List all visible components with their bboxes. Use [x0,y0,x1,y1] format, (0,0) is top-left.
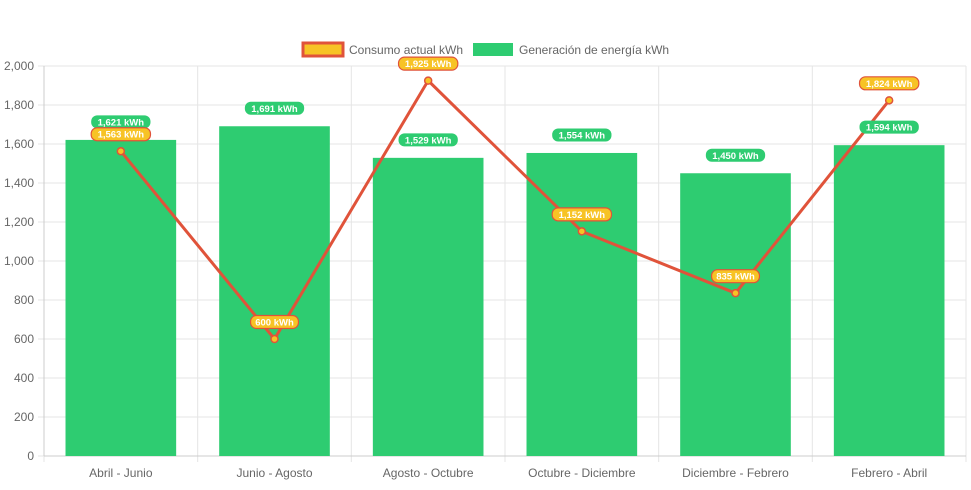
bar-generacion[interactable] [833,145,945,457]
data-label-consumo: 1,824 kWh [866,79,913,90]
y-tick-label: 400 [14,371,34,385]
x-tick-label: Diciembre - Febrero [682,466,789,480]
y-tick-label: 1,200 [4,215,34,229]
data-label-generacion: 1,691 kWh [251,104,298,115]
data-label-generacion-bg [859,120,919,134]
x-tick-label: Octubre - Diciembre [528,466,636,480]
line-consumo[interactable] [119,79,891,341]
x-tick-label: Junio - Agosto [236,466,312,480]
y-axis: 0 200 400 600 800 1,000 1,200 1,400 1,600 1,800 2,… [4,59,34,463]
point-consumo[interactable] [884,96,894,105]
bar-generacion[interactable] [526,152,638,456]
data-labels: 1,621 kWh 1,691 kWh 1,529 kWh 1,554 kWh 1,45… [90,56,920,330]
data-label-generacion: 1,621 kWh [98,117,145,128]
data-label-consumo-bg [397,56,459,71]
data-label-consumo-bg [858,76,920,91]
data-label-consumo-bg [710,269,761,284]
data-label-generacion: 1,450 kWh [712,151,759,162]
point-consumo[interactable] [577,227,587,236]
point-consumo[interactable] [116,146,126,156]
data-label-generacion: 1,594 kWh [866,123,913,134]
bar-generacion[interactable] [219,126,330,456]
data-label-consumo: 1,925 kWh [405,59,452,70]
y-tick-label: 2,000 [4,59,34,73]
x-tick-label: Febrero - Abril [851,466,927,480]
data-label-generacion-bg [552,128,612,142]
point-consumo[interactable] [731,288,740,298]
y-tick-label: 1,400 [4,176,34,190]
data-label-generacion-bg [91,115,151,129]
y-tick-label: 1,800 [4,98,34,112]
data-label-consumo-bg [90,127,152,142]
y-tick-label: 1,000 [4,254,34,268]
data-label-consumo-bg [249,314,300,330]
bar-series [65,126,945,457]
data-label-generacion-bg [244,101,305,115]
y-tick-label: 200 [14,410,34,424]
legend-label-generacion[interactable]: Generación de energía kWh [519,43,669,57]
legend: Consumo actual kWh Generación de energía… [301,41,669,58]
x-tick-label: Abril - Junio [89,466,153,480]
line-series [116,76,894,344]
legend-swatch-consumo[interactable] [301,41,345,58]
y-tick-label: 0 [27,449,34,463]
y-tick-label: 1,600 [4,137,34,151]
data-label-generacion: 1,529 kWh [405,135,452,146]
gridlines [38,65,967,462]
legend-label-consumo[interactable]: Consumo actual kWh [349,43,463,57]
x-axis: Abril - Junio Junio - Agosto Agosto - Octu… [89,466,927,480]
bar-generacion[interactable] [65,139,177,456]
data-label-consumo-bg [551,207,613,222]
point-consumo[interactable] [423,76,433,85]
data-label-consumo: 1,563 kWh [98,130,145,141]
y-tick-label: 800 [14,293,34,307]
data-label-consumo: 1,152 kWh [559,210,606,221]
point-consumo[interactable] [270,334,279,344]
y-tick-label: 600 [14,332,34,346]
data-label-generacion-bg [705,148,766,162]
data-label-generacion-bg [398,133,458,147]
data-label-generacion: 1,554 kWh [559,130,606,141]
bar-generacion[interactable] [372,157,484,456]
data-label-consumo: 600 kWh [255,318,294,329]
x-tick-label: Agosto - Octubre [383,466,474,480]
data-label-consumo: 835 kWh [716,272,755,283]
bar-generacion[interactable] [680,173,791,456]
legend-swatch-generacion[interactable] [473,43,513,56]
